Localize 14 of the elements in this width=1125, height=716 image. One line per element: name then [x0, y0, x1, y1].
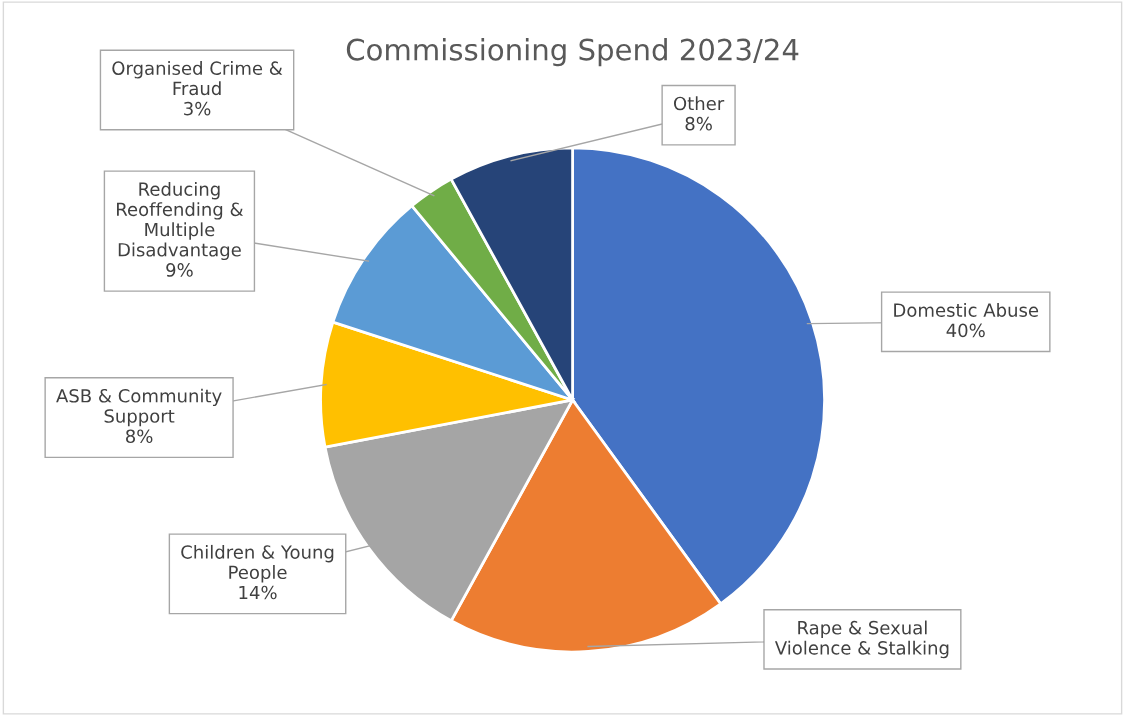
slice-label: Domestic Abuse [894, 302, 1039, 317]
data-label: 3% [184, 101, 211, 116]
data-label: 9% [166, 263, 193, 277]
data-label: 8% [685, 116, 712, 131]
data-label: 14% [239, 585, 277, 600]
chart-title: Commissioning Spend 2023/24 [346, 38, 799, 67]
data-label: 8% [126, 429, 153, 444]
slice-label: Organised Crime & Fraud [112, 61, 283, 96]
slice-label: Rape & Sexual Violence & Stalking [774, 620, 949, 659]
data-label: 40% [946, 323, 985, 338]
slice-label: Reducing Reoffending & Multiple Disadvantage [117, 181, 244, 261]
slice-label: ASB & Community Support [56, 388, 222, 427]
slice-label: Children & Young People [181, 544, 334, 583]
slice-label: Other [673, 96, 725, 111]
